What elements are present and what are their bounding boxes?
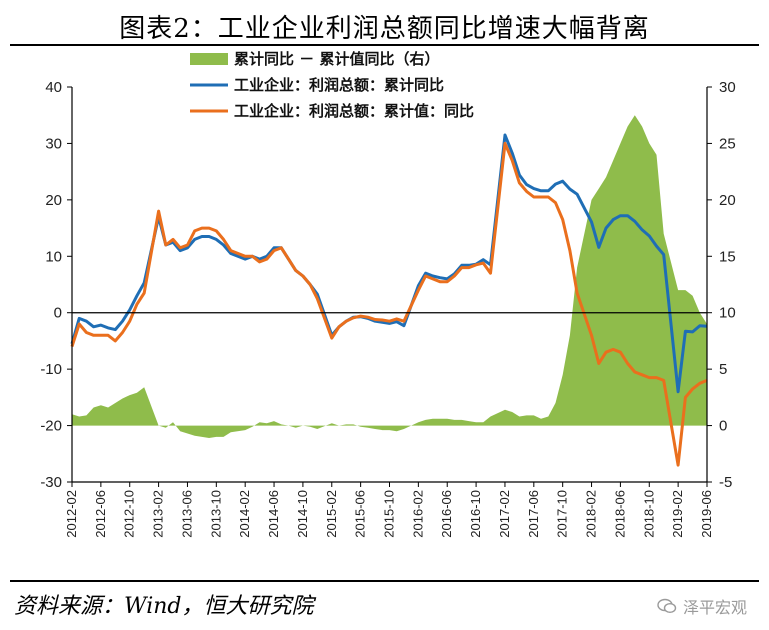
watermark: 泽平宏观 xyxy=(657,594,747,618)
x-axis-tick-label: 2018-10 xyxy=(641,490,656,538)
wechat-icon xyxy=(657,598,677,614)
legend-label: 工业企业：利润总额：累计同比 xyxy=(234,76,444,94)
x-axis-tick-label: 2013-10 xyxy=(208,490,223,538)
right-axis-tick-label: 0 xyxy=(719,418,727,435)
x-axis-tick-label: 2018-06 xyxy=(612,490,627,538)
right-axis-tick-label: 10 xyxy=(719,305,736,322)
x-axis-tick-label: 2015-10 xyxy=(382,490,397,538)
legend-label: 工业企业：利润总额：累计值：同比 xyxy=(234,102,474,120)
left-axis-tick-label: 30 xyxy=(45,135,62,152)
x-axis-tick-label: 2016-10 xyxy=(468,490,483,538)
right-axis-tick-label: 15 xyxy=(719,248,736,265)
legend-label: 累计同比 － 累计值同比（右） xyxy=(234,50,439,68)
x-axis-tick-label: 2012-06 xyxy=(93,490,108,538)
x-axis-tick-label: 2015-06 xyxy=(353,490,368,538)
source-divider xyxy=(10,580,759,582)
right-axis-tick-label: -5 xyxy=(719,474,732,491)
x-axis-tick-label: 2014-06 xyxy=(266,490,281,538)
right-axis-tick-label: 5 xyxy=(719,361,727,378)
area-series-diff xyxy=(72,115,707,438)
right-axis-tick-label: 20 xyxy=(719,192,736,209)
x-axis-tick-label: 2017-06 xyxy=(526,490,541,538)
page-title: 图表2：工业企业利润总额同比增速大幅背离 xyxy=(119,14,650,44)
x-axis-tick-label: 2019-02 xyxy=(670,490,685,538)
axes: -30 -20 -10 0 10 20 30 40 -5 0 5 10 15 20 25 30 2012-02 2… xyxy=(40,79,735,538)
line-series-cumulative-yoy xyxy=(70,133,708,394)
left-axis-tick-label: -20 xyxy=(40,418,62,435)
legend: 累计同比 － 累计值同比（右） 工业企业：利润总额：累计同比工业企业：利润总额：累… xyxy=(190,50,474,120)
left-axis-tick-label: 0 xyxy=(54,305,62,322)
chart: -30 -20 -10 0 10 20 30 40 -5 0 5 10 15 20 25 30 2012-02 2… xyxy=(40,50,735,538)
x-axis-tick-label: 2015-02 xyxy=(324,490,339,538)
legend-swatch-area xyxy=(190,53,228,65)
x-axis-tick-label: 2017-02 xyxy=(497,490,512,538)
x-axis-tick-label: 2013-06 xyxy=(179,490,194,538)
title-divider xyxy=(10,44,759,46)
right-axis-tick-label: 30 xyxy=(719,79,736,96)
x-axis-tick-label: 2014-10 xyxy=(295,490,310,538)
source-note: 资料来源：Wind，恒大研究院 xyxy=(14,594,314,619)
left-axis-tick-label: 10 xyxy=(45,248,62,265)
left-axis-tick-label: -30 xyxy=(40,474,62,491)
x-axis-tick-label: 2019-06 xyxy=(699,490,714,538)
left-axis-tick-label: 40 xyxy=(45,79,62,96)
plot-area xyxy=(70,115,708,467)
x-axis-tick-label: 2014-02 xyxy=(237,490,252,538)
left-axis-tick-label: 20 xyxy=(45,192,62,209)
left-axis-tick-label: -10 xyxy=(40,361,62,378)
x-axis-tick-label: 2012-02 xyxy=(64,490,79,538)
x-axis-tick-label: 2017-10 xyxy=(555,490,570,538)
x-axis-tick-label: 2016-06 xyxy=(439,490,454,538)
right-axis-tick-label: 25 xyxy=(719,135,736,152)
x-axis-tick-label: 2018-02 xyxy=(584,490,599,538)
watermark-text: 泽平宏观 xyxy=(682,598,747,617)
x-axis-tick-label: 2016-02 xyxy=(410,490,425,538)
line-series-cumulative-value-yoy xyxy=(70,141,708,467)
x-axis-tick-label: 2013-02 xyxy=(151,490,166,538)
x-axis-tick-label: 2012-10 xyxy=(122,490,137,538)
